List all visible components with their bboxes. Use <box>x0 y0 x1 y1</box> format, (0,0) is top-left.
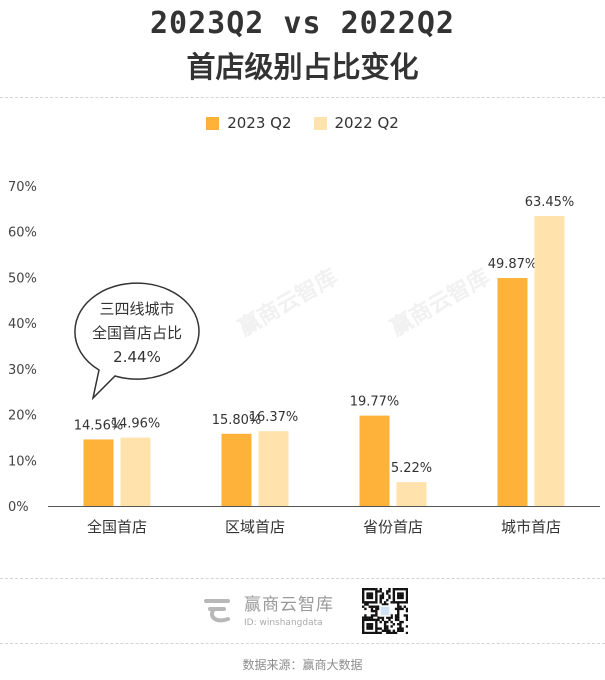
y-tick-label: 0% <box>8 500 29 515</box>
data-label: 14.56% <box>74 418 124 433</box>
callout-text: 2.44% <box>113 348 161 366</box>
y-tick-label: 10% <box>8 454 37 469</box>
data-label: 5.22% <box>391 461 432 476</box>
chart-legend: 2023 Q2 2022 Q2 <box>0 114 605 132</box>
x-tick-label: 城市首店 <box>501 518 561 536</box>
brand-logo-icon <box>200 591 236 627</box>
data-source: 数据来源：赢商大数据 <box>242 658 363 672</box>
header-divider <box>0 97 605 98</box>
data-label: 15.80% <box>212 413 262 428</box>
callout-bubble <box>74 282 200 401</box>
y-tick-label: 30% <box>8 363 37 378</box>
bar-2023q2 <box>83 439 114 506</box>
legend-label-2023: 2023 Q2 <box>227 114 292 132</box>
legend-item-2023: 2023 Q2 <box>206 114 292 132</box>
x-tick-label: 区域首店 <box>225 518 285 536</box>
callout-text: 全国首店占比 <box>92 324 182 342</box>
x-tick-label: 省份首店 <box>363 518 423 536</box>
bar-2023q2 <box>359 415 390 506</box>
bar-chart: 0% 10% 20% 30% 40% 50% 60% 70% 14.56%14.96% 全国首店 1… <box>8 180 600 536</box>
y-tick-label: 50% <box>8 271 37 286</box>
brand-id: ID: winshangdata <box>244 618 323 628</box>
data-label: 49.87% <box>488 257 538 272</box>
legend-label-2022: 2022 Q2 <box>334 114 399 132</box>
footer-divider <box>0 578 605 579</box>
bar-2022q2 <box>396 482 427 506</box>
data-label: 14.96% <box>111 417 161 432</box>
bar-2022q2 <box>120 437 151 506</box>
callout-text: 三四线城市 <box>99 300 174 318</box>
qr-code-icon <box>362 588 409 635</box>
legend-item-2022: 2022 Q2 <box>313 114 399 132</box>
x-tick-label: 全国首店 <box>87 518 147 536</box>
source-divider <box>0 643 605 644</box>
y-tick-label: 40% <box>8 317 37 332</box>
y-tick-label: 60% <box>8 226 37 241</box>
bar-2022q2 <box>258 431 289 506</box>
legend-swatch-2023 <box>206 116 220 130</box>
y-tick-label: 20% <box>8 409 37 424</box>
bar-2022q2 <box>534 215 565 506</box>
y-tick-label: 70% <box>8 180 37 195</box>
bar-2023q2 <box>221 433 252 506</box>
data-label: 19.77% <box>350 395 400 410</box>
data-label: 16.37% <box>249 410 299 425</box>
legend-swatch-2022 <box>313 116 327 130</box>
bar-2023q2 <box>497 278 528 506</box>
chart-title-line2: 首店级别占比变化 <box>186 50 419 84</box>
chart-title-line1: 2023Q2 vs 2022Q2 <box>150 6 455 41</box>
brand-block: 赢商云智库 ID: winshangdata <box>200 590 334 628</box>
brand-name: 赢商云智库 <box>244 595 334 615</box>
data-label: 63.45% <box>525 195 575 210</box>
